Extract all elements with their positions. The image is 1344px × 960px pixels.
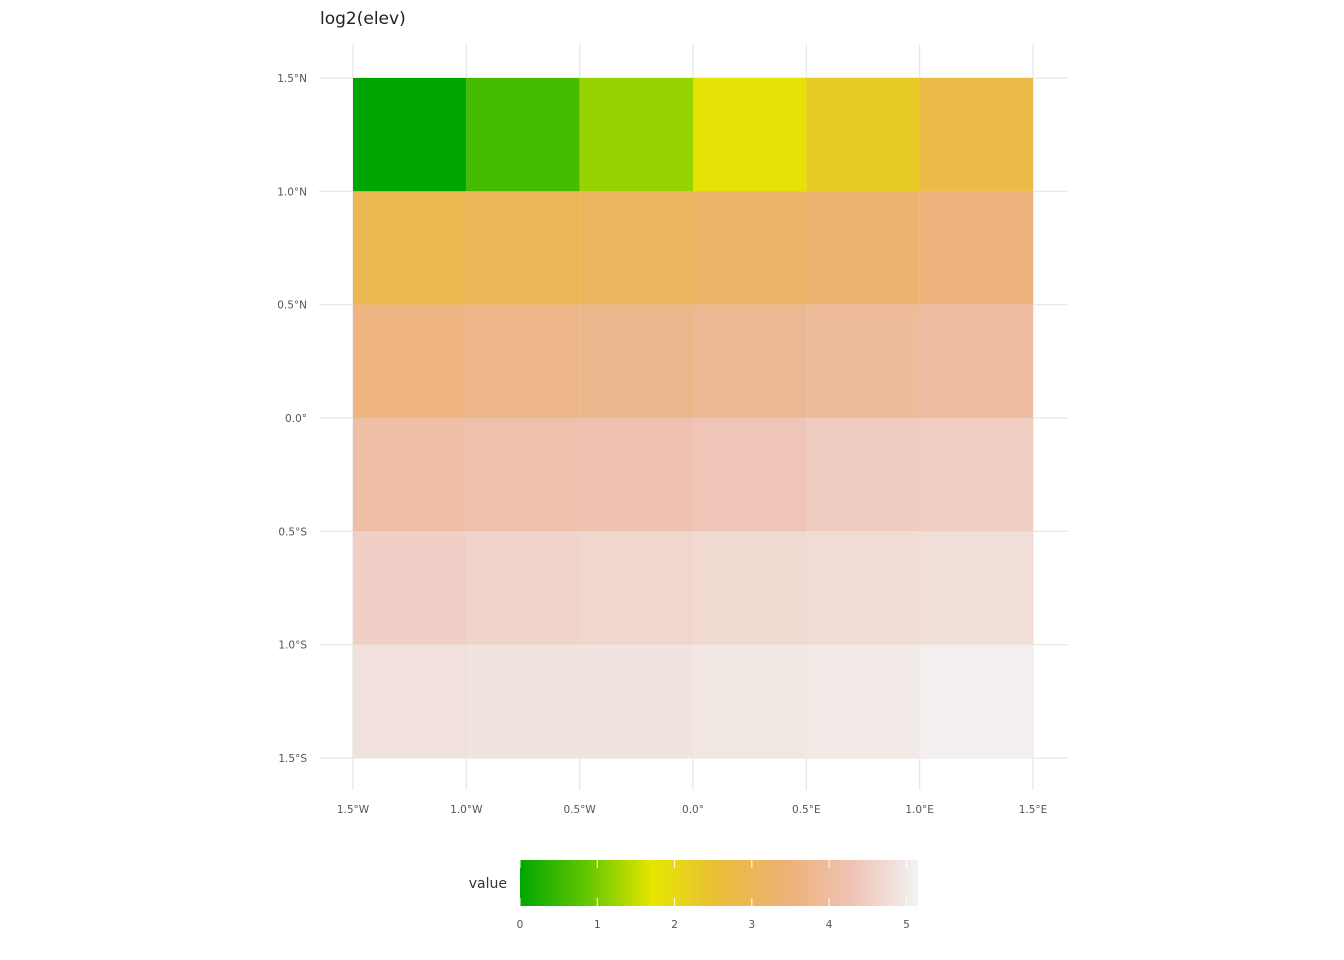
heatmap-cell	[919, 644, 1033, 758]
heatmap-cell	[693, 531, 807, 645]
heatmap-cell	[919, 531, 1033, 645]
chart-title: log2(elev)	[320, 9, 406, 29]
colorbar-tick-label: 5	[903, 919, 910, 931]
heatmap-cell	[806, 418, 920, 532]
x-tick-label: 0.5°W	[563, 804, 596, 816]
colorbar-tick-label: 3	[749, 919, 756, 931]
y-tick-label: 1.0°S	[278, 640, 307, 652]
heatmap-cell	[579, 191, 693, 305]
heatmap-cells	[353, 78, 1033, 758]
y-tick-label: 0.0°	[285, 413, 307, 425]
heatmap-cell	[353, 191, 467, 305]
x-tick-label: 1.0°E	[905, 804, 934, 816]
heatmap-cell	[693, 191, 807, 305]
colorbar-tick-label: 1	[594, 919, 601, 931]
heatmap-cell	[466, 304, 580, 418]
heatmap-cell	[466, 644, 580, 758]
axis-tick-labels: 1.5°W 1.0°W 0.5°W 0.0° 0.5°E 1.0°E 1.5°E 1.5°N 1…	[277, 73, 1047, 816]
colorbar	[520, 860, 918, 906]
heatmap-cell	[579, 78, 693, 192]
heatmap-cell	[919, 418, 1033, 532]
heatmap-cell	[919, 304, 1033, 418]
heatmap-cell	[353, 644, 467, 758]
heatmap-cell	[353, 304, 467, 418]
y-tick-label: 0.5°N	[277, 300, 307, 312]
heatmap-cell	[806, 191, 920, 305]
heatmap-cell	[466, 191, 580, 305]
y-tick-label: 1.5°S	[278, 753, 307, 765]
heatmap-cell	[579, 418, 693, 532]
colorbar-legend: value 0 1 2 3 4 5	[469, 860, 918, 931]
heatmap-cell	[466, 531, 580, 645]
heatmap-cell	[806, 78, 920, 192]
x-tick-label: 1.5°W	[337, 804, 370, 816]
x-tick-label: 1.0°W	[450, 804, 483, 816]
heatmap-cell	[579, 644, 693, 758]
x-tick-label: 1.5°E	[1019, 804, 1048, 816]
heatmap-cell	[353, 78, 467, 192]
heatmap-cell	[806, 644, 920, 758]
heatmap-cell	[353, 531, 467, 645]
heatmap-cell	[919, 78, 1033, 192]
heatmap-cell	[919, 191, 1033, 305]
legend-title: value	[469, 876, 507, 892]
heatmap-cell	[806, 304, 920, 418]
heatmap-cell	[693, 644, 807, 758]
colorbar-tick-label: 2	[671, 919, 678, 931]
colorbar-tick-label: 4	[826, 919, 833, 931]
heatmap-cell	[579, 531, 693, 645]
heatmap-cell	[693, 418, 807, 532]
colorbar-tick-label: 0	[517, 919, 524, 931]
heatmap-cell	[353, 418, 467, 532]
heatmap-cell	[806, 531, 920, 645]
y-tick-label: 1.5°N	[277, 73, 307, 85]
y-tick-label: 1.0°N	[277, 186, 307, 198]
x-tick-label: 0.0°	[682, 804, 704, 816]
heatmap-cell	[693, 304, 807, 418]
y-tick-label: 0.5°S	[278, 526, 307, 538]
heatmap-cell	[466, 418, 580, 532]
heatmap-cell	[466, 78, 580, 192]
heatmap-cell	[579, 304, 693, 418]
x-tick-label: 0.5°E	[792, 804, 821, 816]
heatmap-cell	[693, 78, 807, 192]
